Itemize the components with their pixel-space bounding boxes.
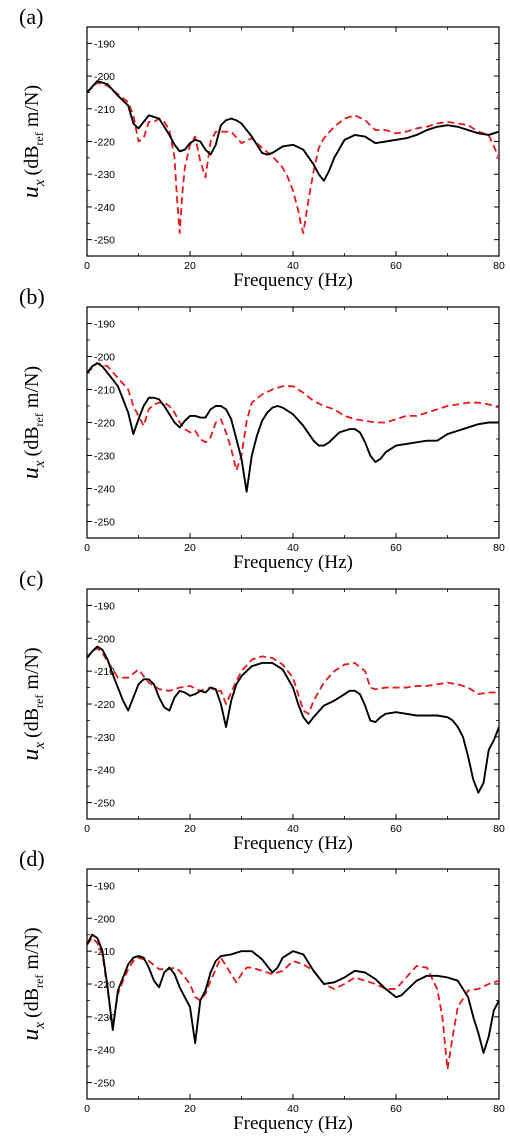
y-tick-label: -250 [94,1078,115,1090]
y-axis-label: ux (dBref m/N) [18,647,48,760]
x-tick-label: 0 [84,260,90,272]
y-label-unit-close: m/N) [21,366,43,413]
series-line-solid [87,645,499,794]
x-tick-label: 80 [493,823,505,835]
y-tick-label: -200 [94,352,115,364]
x-tick-label: 80 [493,1103,505,1115]
y-label-symbol: u [18,1029,44,1041]
x-tick-label: 80 [493,542,505,554]
panel-label: (b) [19,284,45,309]
series-line-solid [87,933,499,1054]
y-label-unit-open: (dB [21,708,43,738]
x-tick-label: 20 [184,823,196,835]
y-tick-label: -240 [94,765,115,777]
y-label-unit-open: (dB [21,988,43,1018]
y-label-unit-sub: ref [32,975,46,988]
x-axis-label: Frequency (Hz) [233,552,353,573]
y-label-unit-sub: ref [32,695,46,708]
panel-label: (c) [19,566,43,591]
y-label-unit-open: (dB [21,145,43,175]
y-tick-label: -230 [94,1012,115,1024]
y-label-subscript: x [32,460,48,468]
y-label-unit-close: m/N) [21,647,43,694]
y-tick-label: -190 [94,880,115,892]
y-tick-label: -220 [94,979,115,991]
y-label-symbol: u [18,186,44,198]
y-tick-label: -220 [94,699,115,711]
x-tick-label: 40 [287,823,299,835]
y-tick-label: -210 [94,946,115,958]
y-label-subscript: x [32,742,48,750]
x-tick-label: 40 [287,1103,299,1115]
x-tick-label: 20 [184,1103,196,1115]
x-tick-label: 0 [84,542,90,554]
y-tick-label: -190 [94,38,115,50]
y-tick-label: -230 [94,451,115,463]
x-tick-label: 60 [390,823,402,835]
y-tick-label: -250 [94,798,115,810]
y-label-symbol: u [18,467,44,479]
chart-panel-c: 0 20 40 60 80 -190 -200 -210 -220 -230 -240 -250 (c)… [18,566,505,854]
y-label-unit-sub: ref [32,132,46,145]
series-line-solid [87,362,499,493]
y-tick-label: -240 [94,1045,115,1057]
series-line-dashed [87,647,499,715]
y-tick-label: -230 [94,169,115,181]
y-tick-label: -220 [94,137,115,149]
y-tick-label: -190 [94,319,115,331]
y-tick-label: -200 [94,71,115,83]
x-axis-label: Frequency (Hz) [233,833,353,854]
y-label-unit-close: m/N) [21,85,43,132]
y-label-unit-open: (dB [21,426,43,456]
x-tick-label: 40 [287,542,299,554]
y-tick-label: -240 [94,484,115,496]
chart-panel-d: 0 20 40 60 80 -190 -200 -210 -220 -230 -240 -250 (d)… [18,846,505,1134]
y-axis-label: ux (dBref m/N) [18,85,48,198]
plot-frame [86,588,500,820]
y-tick-label: -250 [94,517,115,529]
x-tick-label: 60 [390,542,402,554]
y-axis-label: ux (dBref m/N) [18,366,48,479]
x-tick-label: 60 [390,1103,402,1115]
plot-frame [86,868,500,1100]
y-tick-label: -250 [94,235,115,247]
chart-panel-b: 0 20 40 60 80 -190 -200 -210 -220 -230 -240 -250 (b)… [18,284,505,573]
series-line-solid [87,80,499,182]
plot-frame [86,26,500,257]
x-axis-label: Frequency (Hz) [233,1113,353,1134]
chart-panel-a: 0 20 40 60 80 -190 -200 -210 -220 -230 -240 -250 (a)… [18,4,505,291]
y-tick-label: -210 [94,666,115,678]
x-tick-label: 0 [84,823,90,835]
y-tick-label: -200 [94,633,115,645]
panel-label: (d) [19,846,45,871]
y-tick-label: -220 [94,418,115,430]
panel-label: (a) [19,4,43,29]
x-tick-label: 20 [184,260,196,272]
y-label-subscript: x [32,179,48,187]
x-tick-label: 60 [390,260,402,272]
y-label-symbol: u [18,749,44,761]
y-tick-label: -230 [94,732,115,744]
x-axis-label: Frequency (Hz) [233,270,353,291]
series-line-dashed [87,362,499,472]
y-label-unit-sub: ref [32,413,46,426]
series-line-dashed [87,937,499,1071]
x-tick-label: 20 [184,542,196,554]
y-label-subscript: x [32,1022,48,1030]
x-tick-label: 80 [493,260,505,272]
x-tick-label: 40 [287,260,299,272]
y-tick-label: -240 [94,202,115,214]
y-tick-label: -190 [94,600,115,612]
plot-frame [86,306,500,539]
y-tick-label: -200 [94,913,115,925]
y-label-unit-close: m/N) [21,927,43,974]
series-line-dashed [87,81,499,234]
y-tick-label: -210 [94,104,115,116]
x-tick-label: 0 [84,1103,90,1115]
y-tick-label: -210 [94,385,115,397]
y-axis-label: ux (dBref m/N) [18,927,48,1040]
